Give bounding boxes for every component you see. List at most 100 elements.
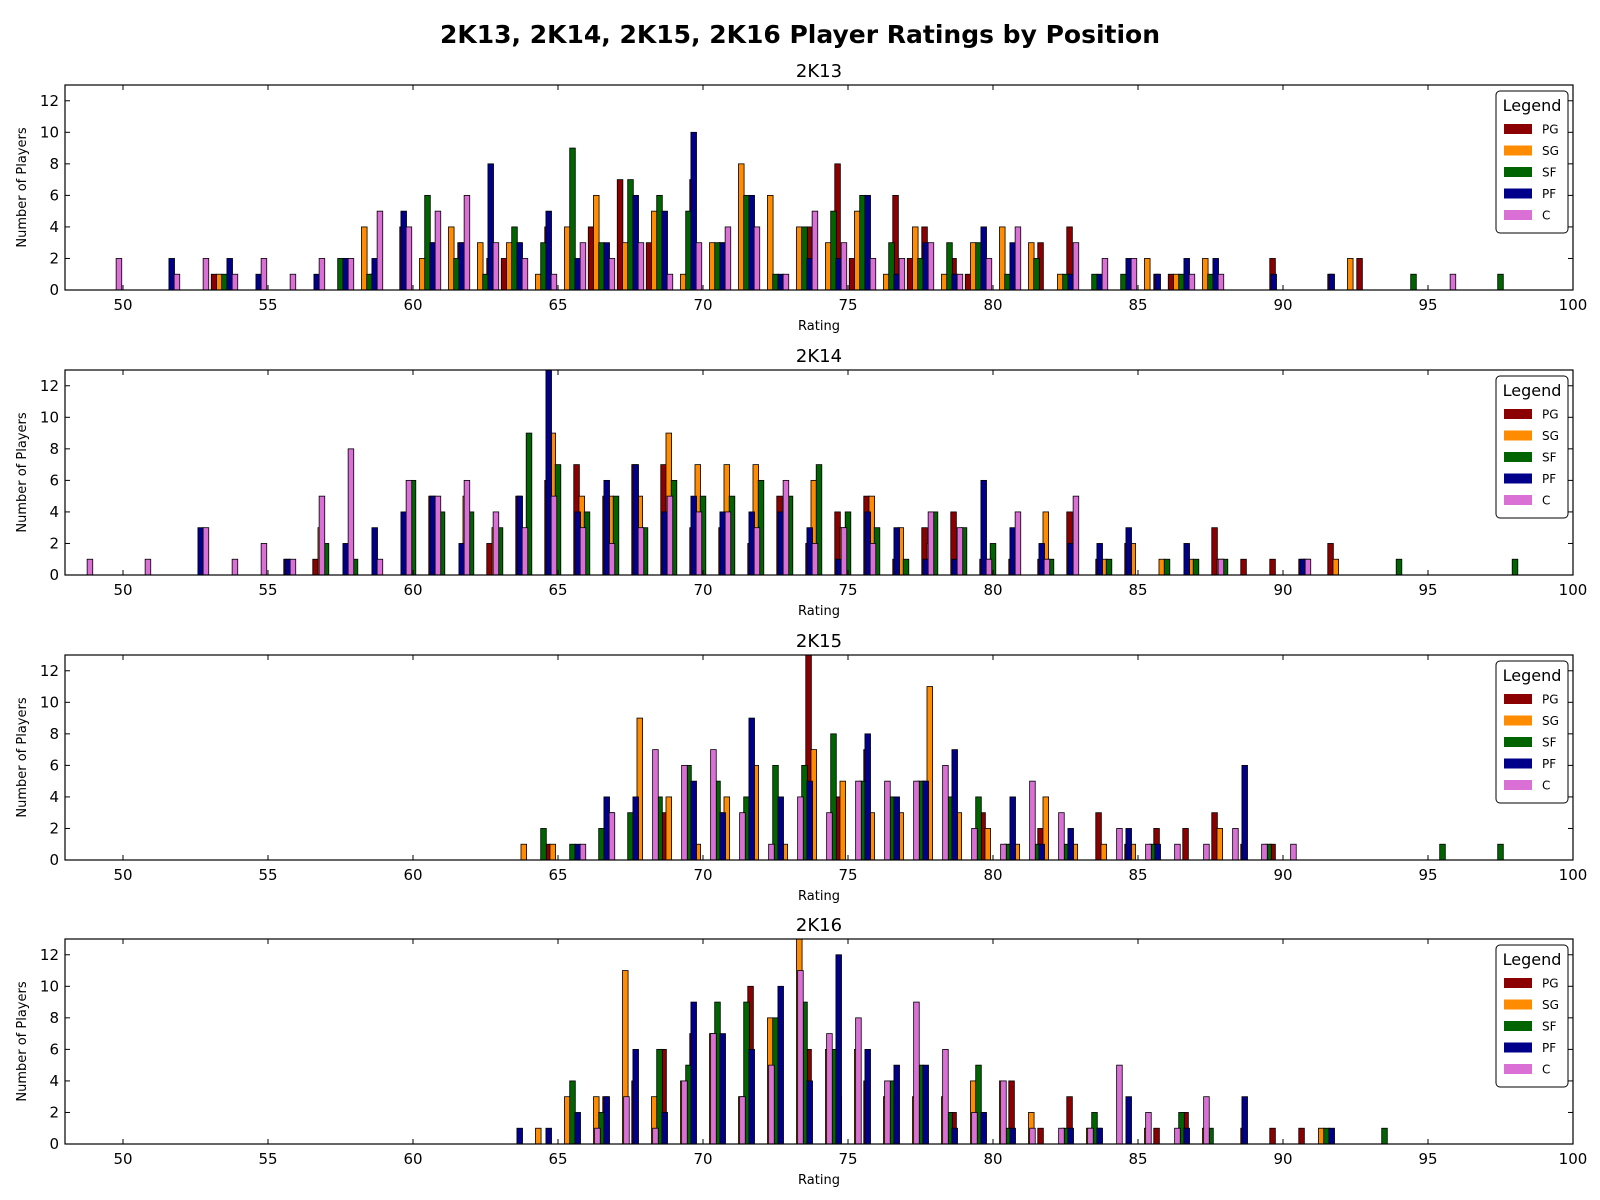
bar-PF: [922, 242, 929, 291]
bar-C: [1203, 1096, 1210, 1145]
x-tick-label: 55: [258, 1150, 277, 1168]
bar-PF: [1067, 828, 1074, 861]
bar-SG: [709, 242, 716, 291]
bar-SF: [482, 273, 489, 291]
bar-SF: [685, 210, 692, 291]
legend-swatch-PG: [1504, 978, 1532, 988]
bar-SG: [680, 273, 687, 291]
bar-PG: [1211, 812, 1218, 861]
y-tick-label: 12: [40, 662, 59, 680]
y-tick-label: 8: [49, 155, 59, 173]
bar-C: [1014, 511, 1022, 576]
bar-SF: [772, 273, 779, 291]
bar-SF: [1062, 273, 1069, 291]
bar-C: [1116, 828, 1123, 861]
bar-SG: [912, 226, 919, 291]
bar-C: [942, 1048, 949, 1145]
bar-PF: [371, 258, 378, 291]
bar-PF: [748, 194, 755, 291]
x-tick-label: 55: [258, 296, 277, 314]
bar-SG: [216, 273, 223, 291]
bar-SF: [540, 242, 547, 291]
bar-PF: [864, 1048, 871, 1145]
bar-SF: [714, 242, 721, 291]
bar-C: [579, 527, 587, 576]
bar-PF: [168, 258, 175, 291]
bar-SF: [1033, 258, 1040, 291]
bar-C: [1290, 843, 1297, 861]
y-axis-label: Number of Players: [15, 412, 30, 532]
bar-PG: [500, 258, 508, 291]
bar-C: [173, 273, 181, 291]
bar-SF: [221, 273, 228, 291]
y-tick-label: 0: [49, 566, 59, 584]
bar-PF: [632, 796, 639, 861]
subplot-title: 2K13: [796, 61, 842, 82]
bar-C: [942, 764, 949, 861]
y-axis: 0 2 4 6 8 10 12 Number of Players: [15, 662, 1573, 869]
x-tick-label: 90: [1273, 866, 1292, 884]
bar-PF: [748, 1048, 755, 1145]
x-tick-label: 65: [548, 1150, 567, 1168]
bar-SG: [535, 1127, 542, 1145]
bar-SF: [1091, 273, 1098, 291]
y-axis: 0 2 4 6 8 10 12 Number of Players: [15, 377, 1573, 584]
bar-PF: [951, 749, 958, 861]
bar-PG: [616, 179, 624, 291]
bar-C: [1174, 843, 1181, 861]
x-tick-label: 50: [113, 296, 132, 314]
bar-SF: [1120, 273, 1127, 291]
bar-PF: [893, 796, 900, 861]
bar-C: [666, 273, 674, 291]
bar-C: [855, 1017, 862, 1145]
bar-PF: [574, 258, 581, 291]
y-axis: 0 2 4 6 8 10 12 Number of Players: [15, 946, 1573, 1153]
bar-C: [376, 210, 384, 291]
bar-C: [115, 258, 123, 291]
bar-C: [695, 242, 703, 291]
bar-SG: [767, 194, 774, 291]
bar-C: [318, 495, 326, 576]
bar-C: [550, 495, 558, 576]
bar-PF: [748, 717, 755, 861]
bar-C: [884, 1080, 891, 1145]
bar-PG: [1298, 1127, 1305, 1145]
bar-C: [724, 226, 732, 291]
plot-frame: [64, 654, 1574, 861]
x-tick-label: 50: [113, 866, 132, 884]
legend-swatch-SG: [1504, 999, 1532, 1010]
bar-C: [681, 1080, 688, 1145]
bar-SF: [569, 147, 576, 291]
bar-PF: [690, 131, 697, 291]
bar-SF: [1178, 273, 1185, 291]
bar-SG: [535, 273, 542, 291]
bar-PF: [574, 511, 581, 576]
bar-PF: [1270, 273, 1277, 291]
bar-PF: [1038, 843, 1045, 861]
x-tick-label: 100: [1559, 296, 1588, 314]
bar-C: [550, 273, 558, 291]
y-tick-label: 0: [49, 851, 59, 869]
y-tick-label: 2: [49, 1103, 59, 1121]
y-tick-label: 6: [49, 756, 59, 774]
bar-PF: [516, 242, 523, 291]
bar-SF: [902, 558, 910, 576]
bar-SF: [830, 210, 837, 291]
bar-C: [739, 812, 746, 861]
y-tick-label: 10: [40, 123, 59, 141]
bar-PF: [806, 258, 813, 291]
x-tick-label: 85: [1128, 581, 1147, 599]
subplot-title: 2K16: [796, 915, 842, 936]
bar-PF: [777, 985, 784, 1145]
x-axis-label: Rating: [798, 319, 840, 334]
bar-C: [1449, 273, 1457, 291]
bar-C: [652, 749, 659, 861]
x-axis: 50 55 60 65 70 75 80 85 90 95 100 Rating: [113, 370, 1587, 619]
bar-PF: [835, 954, 842, 1145]
bar-SG: [520, 843, 527, 861]
bar-C: [521, 258, 529, 291]
bar-SF: [569, 1080, 576, 1145]
bar-SG: [564, 1096, 571, 1145]
plot-frame: [64, 369, 1574, 576]
bar-C: [637, 527, 645, 576]
